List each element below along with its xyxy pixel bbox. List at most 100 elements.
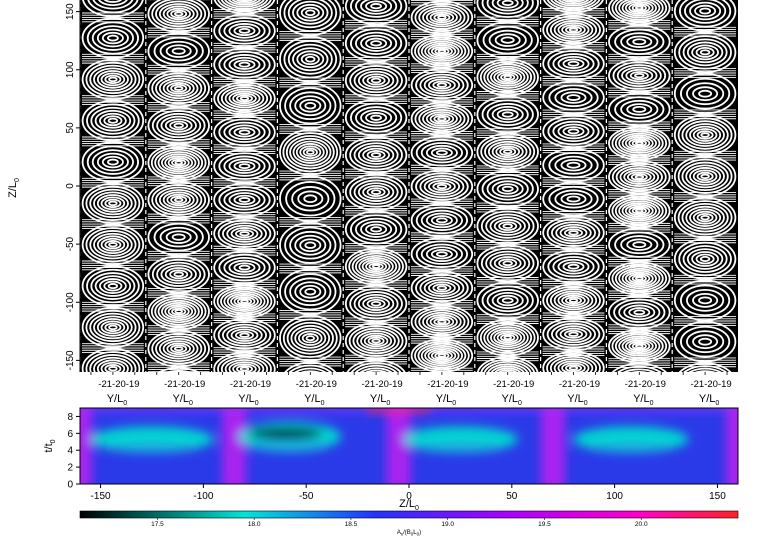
contour-line: [302, 147, 318, 157]
contour-line: [424, 42, 460, 60]
contour-line: [429, 11, 455, 24]
contour-line: [549, 17, 598, 43]
contour-line: [691, 44, 719, 61]
contour-line: [370, 152, 382, 158]
contour-line: [279, 222, 342, 269]
contour-line: [678, 362, 732, 372]
contour-line: [81, 100, 145, 142]
contour-line: [305, 55, 316, 63]
contour-line: [232, 92, 257, 105]
contour-line: [213, 0, 276, 15]
contour-line: [150, 146, 207, 179]
contour-line: [432, 283, 452, 293]
contour-line: [165, 44, 192, 58]
heatmap: [80, 408, 738, 484]
contour-ytick-label: 150: [65, 3, 76, 20]
contour-line: [608, 159, 671, 195]
contour-line: [410, 67, 474, 103]
contour-line: [344, 61, 408, 100]
contour-line: [555, 325, 592, 344]
contour-line: [348, 250, 404, 283]
contour-line: [173, 85, 184, 91]
panel-xlabel: Y/L0: [172, 393, 193, 407]
contour-line: [357, 70, 395, 91]
contour-line: [240, 299, 249, 304]
contour-line: [611, 331, 668, 361]
contour-line: [501, 0, 514, 6]
contour-line: [238, 197, 251, 203]
contour-line: [238, 129, 251, 136]
contour-line: [217, 321, 272, 350]
contour-line: [699, 7, 711, 15]
contour-line: [546, 218, 601, 248]
contour-line: [628, 205, 651, 217]
contour-line: [486, 102, 529, 127]
heatmap-axes: -150 -100 -50 0 50 100 150 0 2 4 6 8: [67, 412, 726, 502]
contour-line: [696, 130, 714, 140]
contour-line: [299, 238, 322, 253]
contour-line: [476, 58, 539, 97]
contour-line: [498, 258, 518, 269]
panel-xtick-labels: -21-20-19: [493, 379, 534, 390]
contour-line: [160, 302, 197, 322]
contour-line: [233, 127, 256, 138]
contour-line: [279, 129, 342, 176]
contour-line: [611, 196, 668, 226]
contour-line: [420, 209, 463, 231]
contour-line: [103, 280, 123, 292]
contour-line: [100, 72, 126, 87]
contour-line: [502, 223, 513, 229]
contour-line: [611, 162, 667, 192]
contour-line: [501, 111, 514, 118]
contour-line: [239, 96, 250, 101]
contour-line: [101, 31, 124, 45]
contour-line: [686, 41, 724, 64]
contour-line: [370, 3, 383, 10]
contour-line: [624, 203, 654, 218]
contour-line: [147, 255, 210, 294]
contour-line: [100, 196, 126, 211]
contour-line: [217, 354, 272, 372]
contour-line: [489, 253, 526, 274]
contour-line: [568, 230, 579, 236]
contour-line: [304, 241, 317, 249]
contour-line: [239, 366, 250, 372]
contour-line: [608, 227, 671, 262]
heatmap-blue-region: [102, 440, 202, 454]
contour-line: [553, 290, 594, 311]
heatmap-dark-region: [248, 427, 323, 440]
contour-line: [611, 362, 667, 372]
heatmap-xtick-label: 100: [606, 491, 623, 502]
contour-line: [434, 47, 450, 55]
contour-line: [235, 0, 254, 3]
contour-line: [223, 121, 266, 143]
contour-line: [292, 0, 329, 25]
contour-line: [228, 192, 261, 208]
contour-line: [496, 71, 519, 83]
panel-xtick-labels: -21-20-19: [559, 379, 600, 390]
contour-line: [617, 365, 662, 372]
contour-line: [415, 70, 469, 100]
contour-line: [500, 333, 516, 342]
contour-line: [551, 221, 597, 245]
contour-line: [174, 309, 184, 314]
contour-line: [414, 340, 470, 371]
contour-line: [231, 0, 258, 4]
contour-line: [170, 83, 188, 93]
contour-panel: [80, 0, 145, 372]
contour-line: [555, 223, 592, 242]
contour-line: [484, 138, 532, 165]
contour-line: [487, 140, 528, 163]
contour-line: [233, 160, 256, 172]
contour-line: [287, 0, 333, 29]
contour-line: [634, 72, 645, 79]
contour-line: [694, 370, 716, 372]
contour-line: [698, 296, 713, 305]
heatmap-xtick-label: -50: [299, 491, 314, 502]
contour-line: [352, 327, 400, 355]
contour-line: [489, 216, 526, 236]
contour-line: [357, 182, 395, 202]
contour-line: [89, 188, 137, 219]
contour-line: [213, 351, 276, 372]
contour-line: [162, 340, 195, 358]
